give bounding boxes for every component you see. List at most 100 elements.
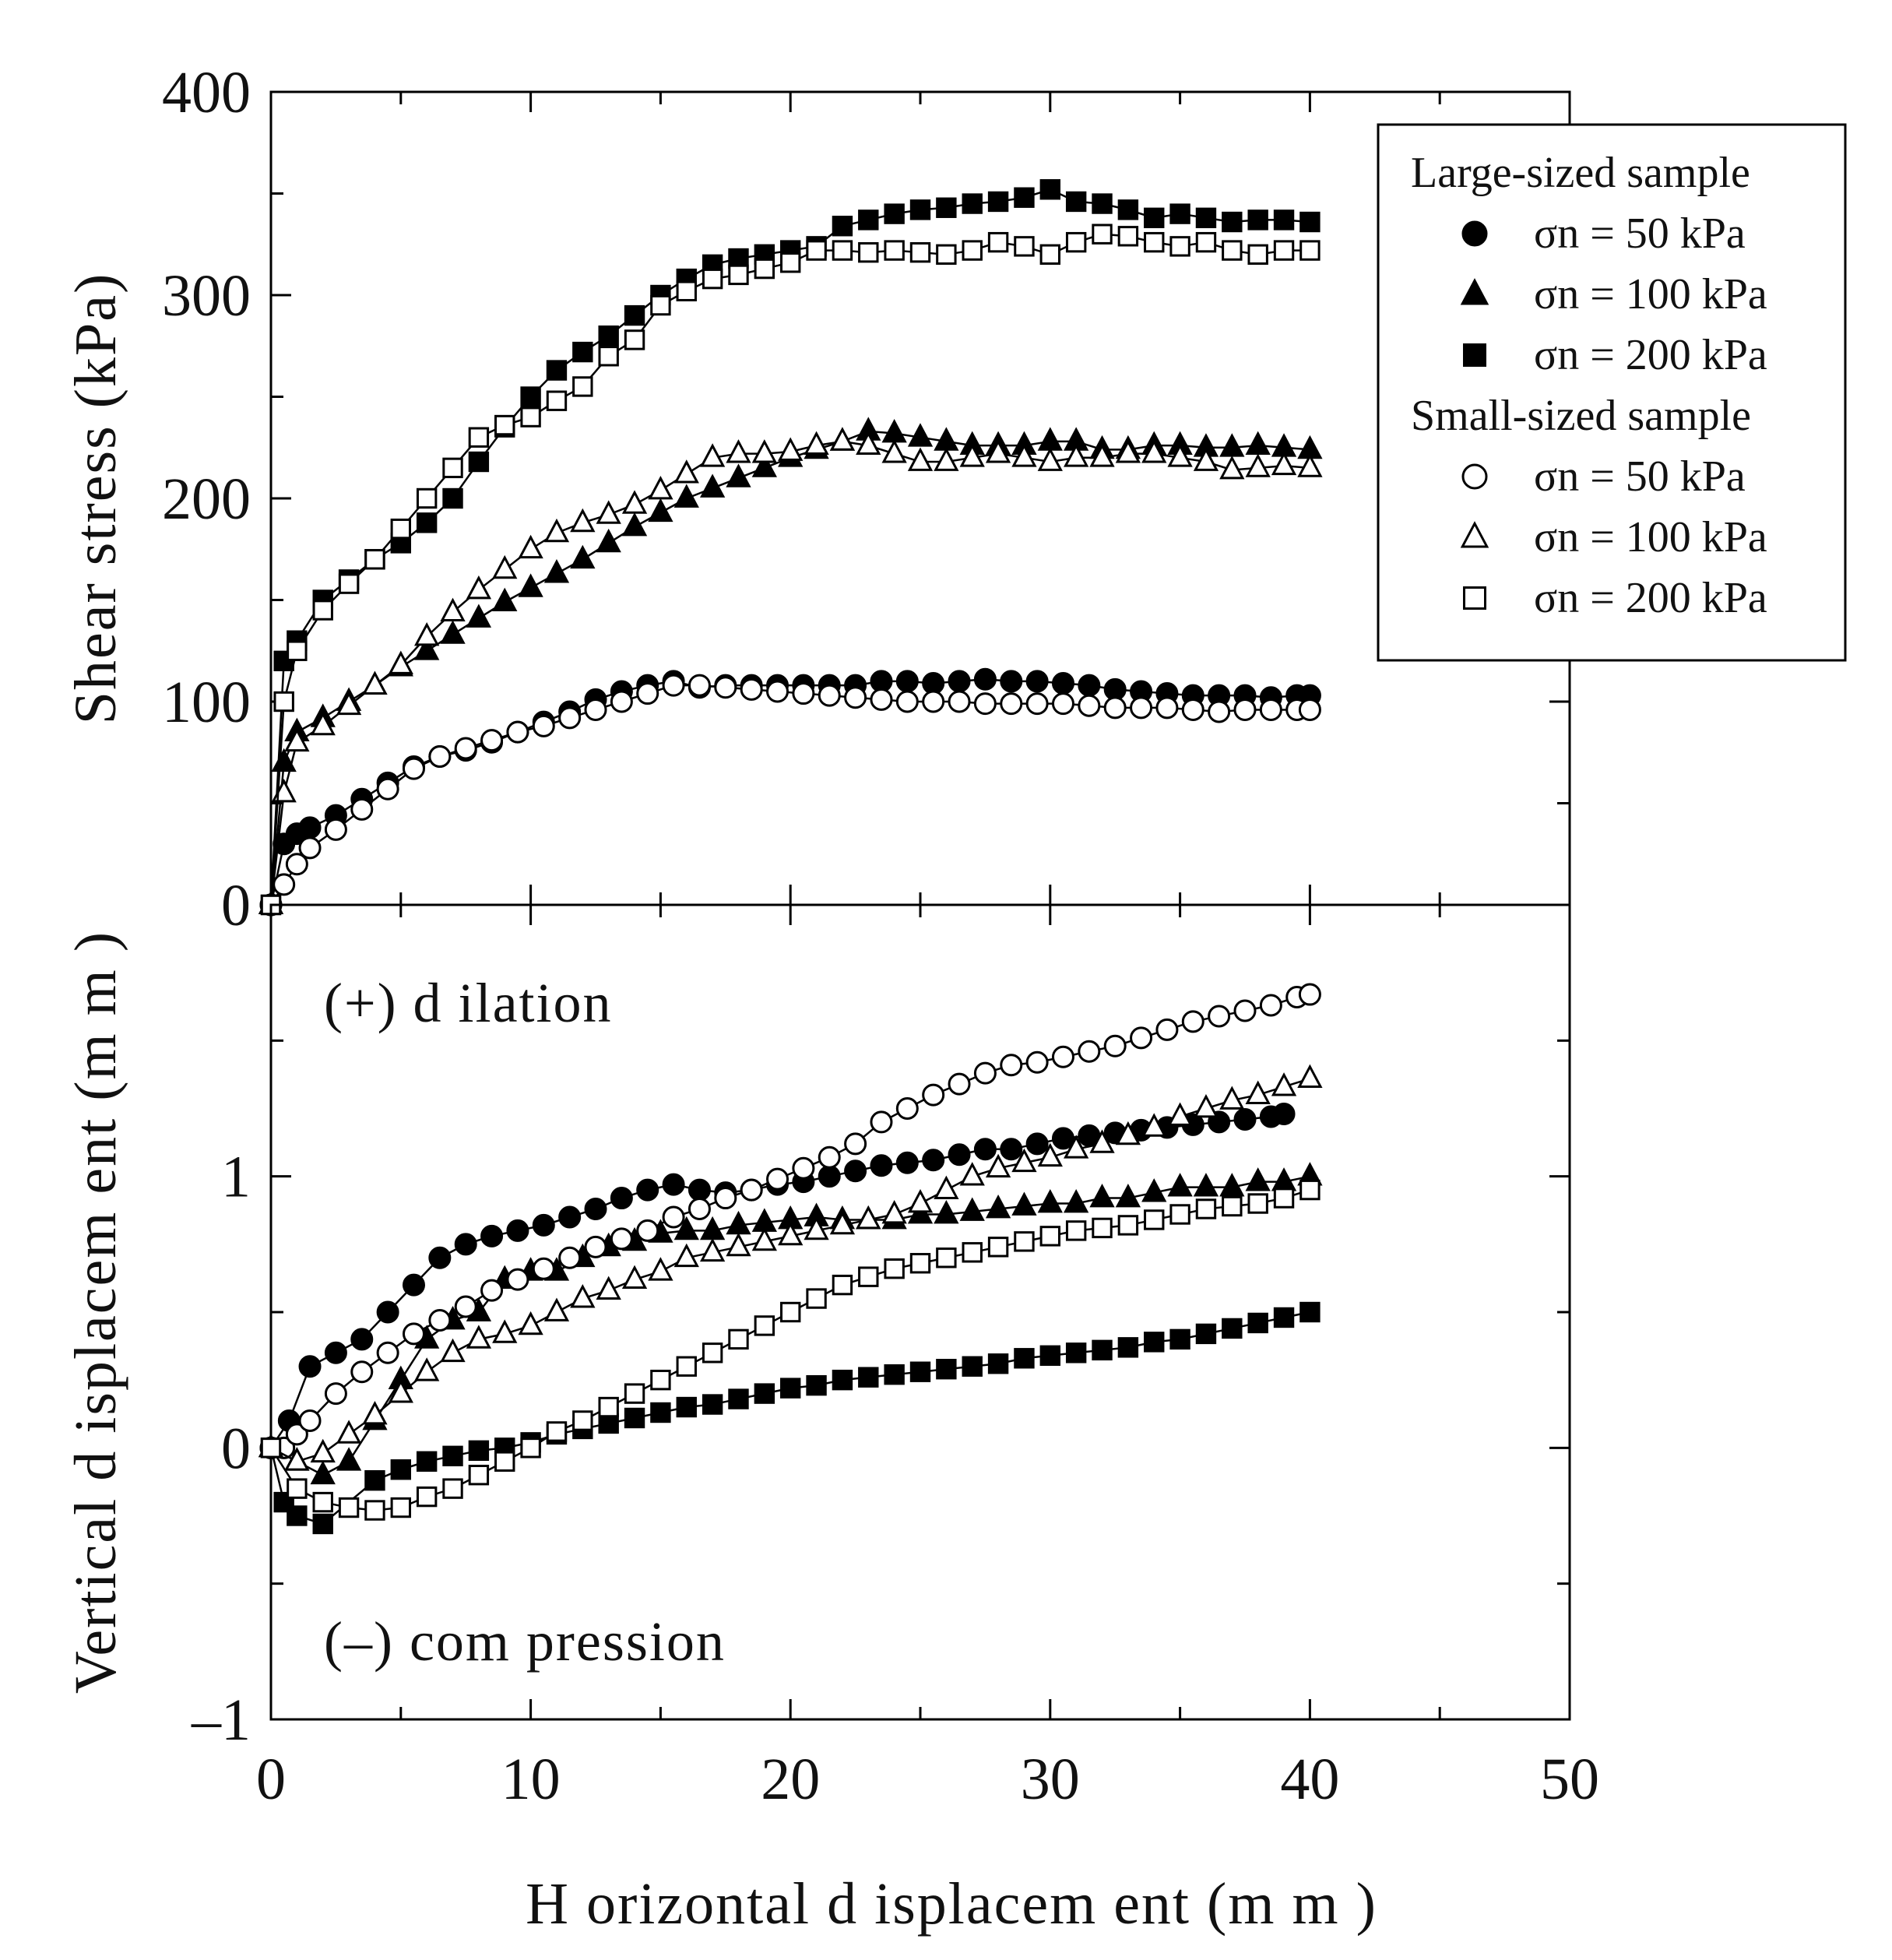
top-data-point [1144, 231, 1165, 253]
top-data-point [440, 620, 466, 644]
legend-marker [1463, 343, 1486, 367]
bottom-data-point [780, 1301, 801, 1323]
bottom-data-point [754, 1315, 775, 1336]
bottom-data-point [1273, 1307, 1295, 1328]
bottom-data-point [1092, 1217, 1113, 1239]
bottom-data-point [688, 1198, 711, 1221]
bottom-series-3 [259, 983, 1321, 1459]
top-data-point [298, 816, 322, 839]
top-data-point [726, 463, 751, 487]
bottom-data-point [402, 1322, 425, 1346]
bottom-data-point [806, 1288, 827, 1309]
bottom-data-point [676, 1396, 697, 1418]
top-data-point [1247, 244, 1268, 266]
top-data-point [922, 690, 945, 713]
top-data-point [466, 603, 492, 628]
top-data-point [532, 714, 555, 737]
top-data-point [909, 199, 931, 220]
bottom-data-point [350, 1328, 374, 1351]
top-data-point [1000, 670, 1023, 693]
top-data-point [778, 437, 804, 461]
top-data-point [907, 423, 934, 447]
bottom-data-point [1233, 999, 1257, 1022]
bottom-data-point [1115, 1121, 1141, 1145]
bottom-data-point [662, 1205, 685, 1229]
bottom-data-point [1130, 1026, 1153, 1050]
bottom-data-point [959, 1162, 985, 1186]
top-data-point [428, 744, 452, 768]
bottom-data-point [416, 1451, 438, 1472]
bottom-data-point [1051, 1045, 1074, 1068]
top-data-point [1078, 674, 1101, 697]
x-tick-label: 30 [1021, 1747, 1080, 1812]
top-series-3 [259, 674, 1321, 917]
top-data-point [480, 729, 504, 752]
bottom-data-point [312, 1491, 333, 1513]
top-data-point [636, 682, 659, 706]
top-data-point [468, 451, 490, 473]
top-data-point [543, 518, 570, 543]
top-data-point [844, 686, 867, 709]
bottom-data-point [1141, 1178, 1167, 1202]
bottom-y-tick-label: 0 [221, 1416, 251, 1481]
bottom-data-point [740, 1178, 763, 1202]
bottom-data-point [1117, 1337, 1139, 1358]
top-data-point [1025, 692, 1049, 716]
bottom-data-point [1025, 1050, 1049, 1074]
bottom-data-point [1259, 994, 1282, 1017]
bottom-data-point [844, 1159, 867, 1183]
top-data-point [909, 241, 931, 263]
bottom-data-point [895, 1151, 919, 1174]
top-data-point [987, 231, 1009, 253]
top-data-point [362, 670, 388, 695]
top-data-point [570, 508, 596, 533]
legend-label: σn = 200 kPa [1534, 331, 1767, 379]
bottom-data-point [610, 1227, 633, 1251]
bottom-data-point [858, 1367, 879, 1388]
bottom-data-point [1144, 1209, 1165, 1230]
bottom-data-point [699, 1237, 726, 1262]
top-y-tick-label: 400 [162, 60, 251, 125]
bottom-data-point [298, 1409, 322, 1432]
bottom-data-point [506, 1268, 529, 1291]
bottom-data-point [1155, 1018, 1179, 1041]
top-data-point [1037, 447, 1063, 471]
top-data-point [350, 797, 374, 821]
top-data-point [518, 573, 543, 597]
bottom-data-point [1078, 1040, 1101, 1063]
bottom-data-point [948, 1143, 971, 1166]
top-data-point [273, 691, 294, 713]
bottom-data-point [766, 1167, 790, 1191]
top-data-point [948, 670, 971, 693]
top-data-point [1064, 443, 1089, 467]
top-data-point [1117, 199, 1139, 220]
bottom-data-point [1245, 1167, 1271, 1191]
top-data-point [1155, 696, 1179, 720]
top-data-point [936, 244, 957, 266]
top-data-point [1222, 211, 1243, 233]
top-data-point [1298, 698, 1321, 721]
top-data-point [596, 528, 621, 553]
bottom-data-point [1167, 1173, 1193, 1197]
bottom-data-point [260, 1437, 282, 1459]
bottom-data-point [1089, 1129, 1115, 1153]
bottom-data-point [673, 1216, 699, 1240]
bottom-y-tick-label: –1 [191, 1687, 251, 1753]
bottom-data-point [310, 1460, 336, 1485]
bottom-data-point [388, 1379, 413, 1403]
x-axis: 0 10 20 30 40 50 H orizontal d isplacem ent (m… [256, 1747, 1599, 1937]
top-data-point [714, 676, 737, 699]
bottom-data-point [1000, 1054, 1023, 1077]
bottom-y-tick-label: 1 [221, 1145, 251, 1210]
bottom-data-point [1014, 1348, 1035, 1369]
bottom-data-point [987, 1237, 1009, 1258]
bottom-data-point [532, 1257, 555, 1280]
bottom-data-point [702, 1342, 723, 1364]
top-data-point [1037, 427, 1063, 451]
bottom-data-point [390, 1497, 412, 1518]
bottom-data-point [454, 1295, 477, 1318]
top-data-point [402, 757, 425, 780]
top-data-point [520, 386, 541, 407]
top-data-point [416, 487, 438, 509]
bottom-data-point [818, 1145, 841, 1169]
